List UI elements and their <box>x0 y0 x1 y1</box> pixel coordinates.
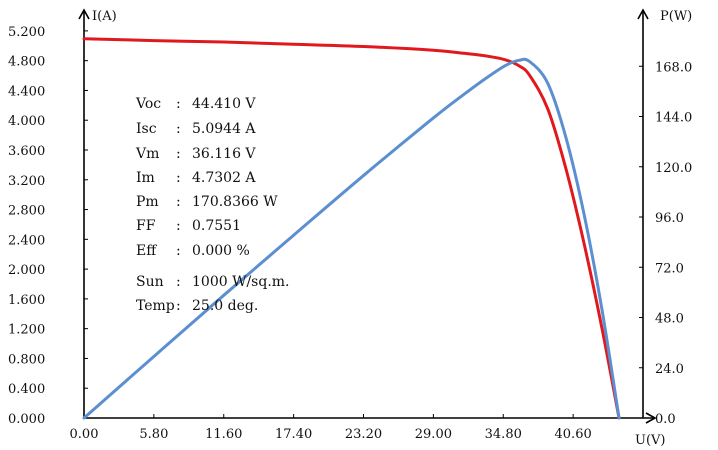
x-axis-title: U(V) <box>635 433 666 448</box>
x-tick-label: 29.00 <box>415 427 452 442</box>
left-axis-arrow <box>78 8 90 20</box>
left-y-tick-label: 2.400 <box>8 233 45 248</box>
left-y-tick-label: 2.000 <box>8 263 45 278</box>
param-label: Sun <box>136 274 164 290</box>
right-y-tick-label: 120.0 <box>655 161 692 176</box>
param-label: Voc <box>135 96 161 112</box>
param-separator: : <box>176 170 181 186</box>
param-separator: : <box>176 298 181 314</box>
left-y-tick-label: 3.200 <box>8 174 45 189</box>
left-y-axis-title: I(A) <box>92 9 117 24</box>
right-y-axis-title: P(W) <box>660 9 692 24</box>
param-label: Vm <box>135 146 159 162</box>
left-y-tick-label: 3.600 <box>8 144 45 159</box>
x-tick-label: 23.20 <box>345 427 382 442</box>
param-label: Eff <box>136 243 157 259</box>
left-y-axis-ticks: 0.000 0.400 0.800 1.200 1.600 2.000 2.400 2.800… <box>8 25 88 427</box>
x-tick-label: 17.40 <box>275 427 312 442</box>
left-y-tick-label: 4.000 <box>8 114 45 129</box>
right-axis-arrow <box>637 8 649 20</box>
x-axis-ticks: 0.00 5.80 11.60 17.40 23.20 29.00 34.80 40.60 <box>70 414 592 442</box>
param-value: 1000 W/sq.m. <box>192 274 290 290</box>
left-y-tick-label: 2.800 <box>8 204 45 219</box>
param-value: 4.7302 A <box>192 170 256 186</box>
param-separator: : <box>176 243 181 259</box>
left-y-tick-label: 1.200 <box>8 323 45 338</box>
param-separator: : <box>176 218 181 234</box>
right-y-axis-ticks: 0.0 24.0 48.0 72.0 96.0 120.0 144.0 168.0 <box>639 60 692 427</box>
param-separator: : <box>176 194 181 210</box>
left-y-tick-label: 1.600 <box>8 293 45 308</box>
param-separator: : <box>176 121 181 137</box>
chart-axes <box>78 8 657 424</box>
right-y-tick-label: 0.0 <box>655 412 676 427</box>
param-value: 0.7551 <box>192 218 241 234</box>
param-value: 44.410 V <box>192 96 256 112</box>
param-separator: : <box>176 274 181 290</box>
left-y-tick-label: 0.400 <box>8 382 45 397</box>
x-tick-label: 0.00 <box>70 427 99 442</box>
right-y-tick-label: 48.0 <box>655 312 684 327</box>
param-value: 0.000 % <box>192 243 250 259</box>
param-label: Temp <box>136 298 175 314</box>
left-y-tick-label: 4.400 <box>8 84 45 99</box>
x-tick-label: 34.80 <box>485 427 522 442</box>
right-y-tick-label: 24.0 <box>655 362 684 377</box>
left-y-tick-label: 0.800 <box>8 352 45 367</box>
param-label: FF <box>136 218 156 234</box>
current-curve <box>82 37 621 420</box>
right-y-tick-label: 144.0 <box>655 111 692 126</box>
param-value: 170.8366 W <box>192 194 278 210</box>
left-y-tick-label: 0.000 <box>8 412 45 427</box>
left-y-tick-label: 5.200 <box>8 25 45 40</box>
param-value: 5.0944 A <box>192 121 256 137</box>
param-label: Isc <box>136 121 157 137</box>
right-y-tick-label: 96.0 <box>655 211 684 226</box>
right-y-tick-label: 168.0 <box>655 60 692 75</box>
param-separator: : <box>176 96 181 112</box>
param-label: Im <box>136 170 155 186</box>
left-y-tick-label: 4.800 <box>8 55 45 70</box>
x-tick-label: 5.80 <box>139 427 168 442</box>
x-tick-label: 40.60 <box>555 427 592 442</box>
x-axis-arrow <box>645 412 657 424</box>
param-separator: : <box>176 146 181 162</box>
param-value: 25.0 deg. <box>192 298 258 314</box>
chart-series <box>82 37 621 420</box>
power-curve <box>82 57 621 420</box>
param-label: Pm <box>136 194 159 210</box>
right-y-tick-label: 72.0 <box>655 261 684 276</box>
x-tick-label: 11.60 <box>205 427 242 442</box>
param-value: 36.116 V <box>192 146 256 162</box>
